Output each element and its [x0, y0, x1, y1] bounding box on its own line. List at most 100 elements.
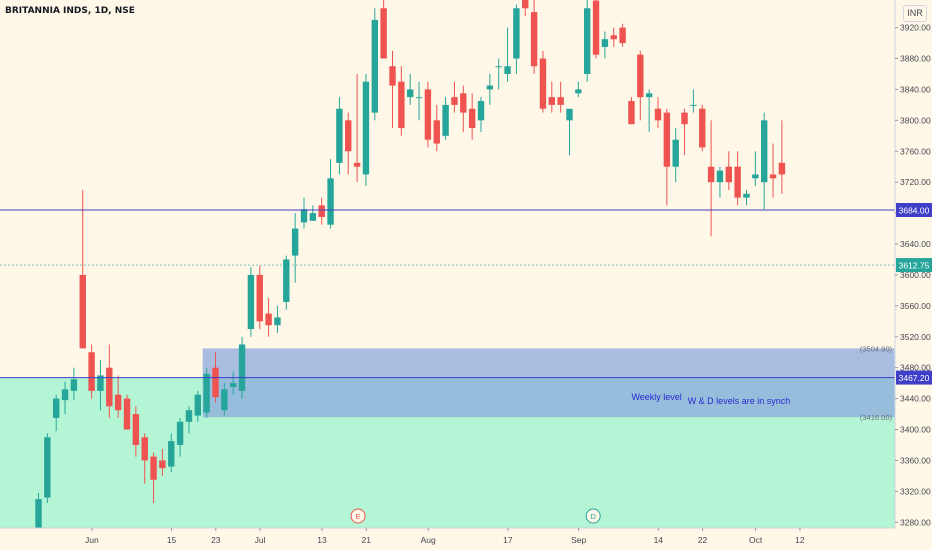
- candle-down: [265, 313, 272, 326]
- candle-up: [716, 170, 724, 183]
- time-tick-label: Sep: [571, 535, 586, 545]
- candle-down: [256, 274, 263, 322]
- price-tick-label: 3280.00: [900, 517, 931, 527]
- candle-down: [610, 35, 617, 40]
- time-tick-label: 21: [362, 535, 372, 545]
- candle-down: [132, 414, 140, 445]
- candle-down: [424, 89, 432, 140]
- candle-down: [654, 108, 662, 121]
- candle-up: [362, 81, 370, 175]
- candle-down: [451, 97, 458, 105]
- candle-down: [141, 437, 148, 461]
- candle-down: [628, 101, 635, 125]
- candle-down: [539, 58, 547, 109]
- zones-layer: [0, 348, 895, 530]
- annotations-layer: (3504.90) (3416.00) Weekly level W & D leve…: [350, 344, 893, 524]
- currency-button[interactable]: INR: [903, 5, 927, 22]
- event-marker-label: E: [356, 512, 361, 521]
- candles-layer: [35, 0, 786, 546]
- price-tick-label: 3800.00: [900, 115, 931, 125]
- candle-up: [35, 499, 42, 540]
- time-tick-label: 23: [211, 535, 221, 545]
- candle-up: [168, 441, 175, 467]
- candle-down: [88, 352, 95, 391]
- candle-down: [159, 460, 166, 469]
- candle-up: [230, 383, 237, 388]
- candle-up: [752, 174, 759, 179]
- chart-annotation: Weekly level: [631, 392, 681, 402]
- candle-down: [725, 166, 732, 183]
- price-tick-label: 3400.00: [900, 425, 931, 435]
- candle-down: [433, 120, 440, 144]
- candle-up: [247, 274, 255, 330]
- time-axis-bg: [0, 528, 895, 550]
- candle-up: [291, 228, 299, 256]
- candle-up: [442, 104, 449, 136]
- candle-up: [300, 209, 308, 223]
- candle-up: [61, 389, 69, 401]
- level-price-tag: [896, 370, 932, 385]
- candle-down: [123, 398, 131, 430]
- candle-down: [318, 205, 325, 217]
- candle-up: [44, 437, 51, 498]
- candle-up: [415, 97, 423, 99]
- candle-down: [353, 162, 361, 167]
- chart-title: BRITANNIA INDS, 1D, NSE: [5, 6, 135, 16]
- candle-down: [212, 367, 219, 398]
- candle-down: [114, 394, 122, 411]
- price-tick-label: 3760.00: [900, 146, 931, 156]
- candle-down: [734, 166, 741, 198]
- candle-down: [522, 0, 529, 9]
- chart-annotation: W & D levels are in synch: [688, 396, 791, 406]
- candle-down: [150, 456, 157, 480]
- candle-down: [460, 93, 467, 113]
- price-tick-label: 3560.00: [900, 301, 931, 311]
- time-tick-label: 22: [698, 535, 708, 545]
- level-price-label: 3684.00: [899, 206, 930, 216]
- candle-down: [106, 367, 113, 407]
- time-tick-label: Oct: [749, 535, 763, 545]
- candle-down: [398, 81, 405, 129]
- candle-down: [637, 54, 644, 98]
- zone-price-label: (3416.00): [860, 413, 893, 422]
- candle-up: [327, 178, 334, 225]
- price-tick-label: 3640.00: [900, 239, 931, 249]
- price-axis-bg: [895, 0, 932, 550]
- price-tick-label: 3520.00: [900, 332, 931, 342]
- time-axis: Jun 15 23 Jul 13 21 Aug 17 Sep 14 22 Oct 12: [0, 527, 895, 550]
- candle-up: [761, 120, 768, 183]
- event-marker: [585, 508, 601, 524]
- candle-down: [707, 166, 715, 183]
- price-tick-label: 3880.00: [900, 54, 931, 64]
- candle-up: [194, 394, 201, 416]
- candle-down: [79, 274, 86, 349]
- candle-up: [601, 39, 609, 47]
- level-price-tag: [896, 258, 932, 273]
- time-tick-label: 13: [317, 535, 327, 545]
- candle-up: [238, 344, 246, 391]
- candle-up: [176, 421, 184, 445]
- time-tick-label: Jul: [255, 535, 266, 545]
- candle-down: [548, 97, 555, 105]
- price-tick-label: 3920.00: [900, 23, 931, 33]
- event-marker-label: D: [590, 512, 596, 521]
- candle-up: [477, 101, 485, 121]
- time-tick-label: 17: [503, 535, 513, 545]
- price-tick-label: 3440.00: [900, 394, 931, 404]
- candle-up: [495, 66, 502, 68]
- price-tick-label: 3600.00: [900, 270, 931, 280]
- level-price-label: 3612.75: [899, 261, 930, 271]
- time-tick-label: 12: [795, 535, 805, 545]
- price-tick-label: 3360.00: [900, 455, 931, 465]
- time-tick-label: Jun: [85, 535, 99, 545]
- price-tick-label: 3480.00: [900, 363, 931, 373]
- price-tick-label: 3320.00: [900, 486, 931, 496]
- candle-up: [371, 19, 378, 113]
- candle-down: [557, 97, 564, 105]
- price-tick-label: 3840.00: [900, 84, 931, 94]
- candle-up: [97, 375, 104, 391]
- time-tick-label: Aug: [421, 535, 436, 545]
- level-price-tag: [896, 203, 932, 218]
- candle-up: [486, 85, 494, 90]
